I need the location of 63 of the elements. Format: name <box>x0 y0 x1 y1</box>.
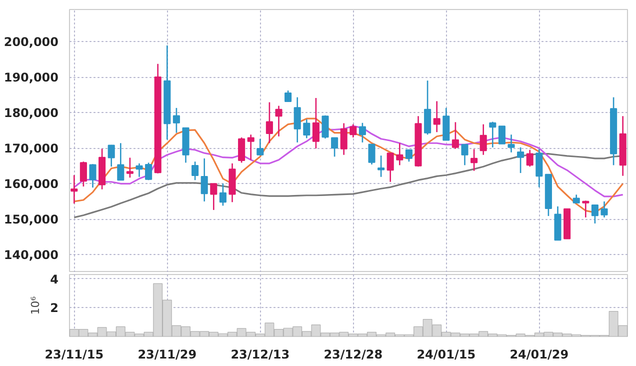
y-tick-label: 150,000 <box>4 212 58 227</box>
candlestick <box>591 204 598 224</box>
y-tick-label: 200,000 <box>4 34 58 49</box>
candlestick <box>340 122 348 156</box>
x-tick-label: 24/01/15 <box>416 348 476 362</box>
x-tick-label: 23/11/15 <box>44 348 104 362</box>
x-tick-label: 23/12/28 <box>324 348 383 362</box>
candlestick <box>126 157 134 178</box>
candlestick <box>117 142 124 181</box>
candlestick <box>172 107 180 134</box>
candlestick <box>256 138 264 156</box>
candlestick <box>247 134 254 160</box>
candlestick <box>452 122 459 150</box>
candlestick <box>536 148 543 188</box>
candlestick <box>284 90 292 102</box>
candlestick <box>108 144 115 168</box>
candlestick <box>136 162 143 178</box>
candlestick <box>322 114 329 140</box>
y-axis-title: 10⁶ <box>29 296 42 315</box>
y-tick-label: 140,000 <box>4 248 58 262</box>
candlestick <box>433 100 440 133</box>
candlestick <box>210 183 218 211</box>
candlestick <box>489 121 496 148</box>
candlestick <box>331 137 338 158</box>
candlestick <box>470 148 478 172</box>
y-tick-label: 160,000 <box>4 177 58 192</box>
candlestick <box>461 144 468 166</box>
candlestick <box>275 105 282 138</box>
candlestick <box>238 136 246 164</box>
candlestick <box>192 160 199 181</box>
candlestick <box>358 122 366 144</box>
candlestick <box>70 174 78 204</box>
y-tick-label: 180,000 <box>4 106 58 120</box>
candlestick <box>396 142 404 166</box>
candlestick <box>600 200 608 218</box>
candlestick <box>200 158 208 202</box>
candlestick <box>350 124 357 138</box>
x-tick-label: 23/12/13 <box>230 348 290 362</box>
y-tick-label: 170,000 <box>4 142 58 156</box>
candlestick <box>145 162 152 181</box>
candlestick <box>386 152 394 183</box>
candlestick <box>266 102 273 144</box>
candlestick <box>312 97 320 150</box>
candlestick <box>294 96 301 144</box>
candlestick <box>80 160 87 188</box>
candlestick <box>405 149 412 162</box>
y-tick-label: 2 <box>50 301 59 316</box>
x-tick-label: 23/11/29 <box>138 348 197 362</box>
candlestick <box>582 200 590 218</box>
candlestick <box>89 163 96 188</box>
candlestick <box>517 146 524 174</box>
candlestick <box>378 154 385 178</box>
candlestick <box>368 144 376 166</box>
y-tick-label: 190,000 <box>4 70 58 85</box>
candlestick <box>303 118 310 139</box>
candlestick <box>498 126 506 144</box>
y-tick-label: 4 <box>50 272 59 286</box>
x-tick-label: 24/01/29 <box>510 348 569 362</box>
candlestick <box>480 124 487 156</box>
candlestick <box>424 80 432 136</box>
candlestick <box>508 134 515 154</box>
candlestick <box>526 149 534 168</box>
candlestick <box>219 183 226 206</box>
